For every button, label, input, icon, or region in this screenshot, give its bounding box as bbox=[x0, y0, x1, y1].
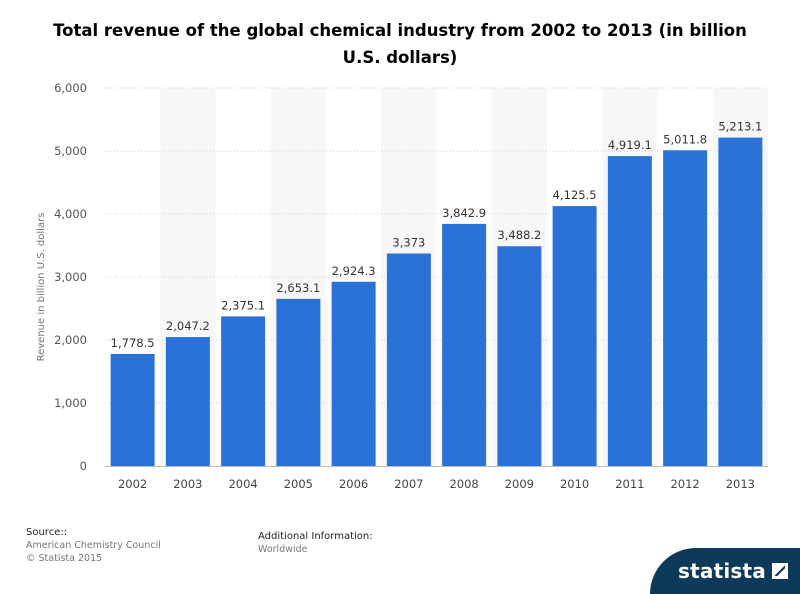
value-label: 1,778.5 bbox=[111, 336, 155, 350]
y-tick-label: 3,000 bbox=[54, 270, 87, 284]
y-tick-label: 6,000 bbox=[54, 81, 87, 95]
value-label: 4,919.1 bbox=[608, 138, 652, 152]
value-label: 5,213.1 bbox=[718, 120, 762, 134]
x-tick-label: 2009 bbox=[505, 477, 534, 491]
value-label: 5,011.8 bbox=[663, 132, 707, 146]
source-line-2: © Statista 2015 bbox=[26, 553, 103, 564]
bar-2010 bbox=[552, 206, 597, 466]
additional-info-block: Additional Information: Worldwide bbox=[258, 530, 373, 556]
value-label: 2,653.1 bbox=[276, 281, 320, 295]
value-label: 3,488.2 bbox=[497, 228, 541, 242]
x-tick-label: 2006 bbox=[339, 477, 368, 491]
statista-mark-icon bbox=[772, 563, 788, 579]
x-tick-label: 2004 bbox=[228, 477, 257, 491]
additional-info-value: Worldwide bbox=[258, 544, 308, 555]
value-label: 2,047.2 bbox=[166, 319, 210, 333]
bar-2012 bbox=[663, 150, 708, 467]
bar-2005 bbox=[276, 298, 321, 466]
bar-2011 bbox=[607, 156, 652, 467]
x-tick-label: 2008 bbox=[449, 477, 478, 491]
value-label: 3,842.9 bbox=[442, 206, 486, 220]
additional-info-heading: Additional Information: bbox=[258, 531, 373, 542]
chart-title: Total revenue of the global chemical ind… bbox=[53, 21, 747, 67]
x-tick-label: 2003 bbox=[173, 477, 202, 491]
x-tick-label: 2013 bbox=[726, 477, 755, 491]
y-tick-label: 0 bbox=[80, 459, 87, 473]
y-tick-label: 5,000 bbox=[54, 144, 87, 158]
bar-2008 bbox=[442, 223, 487, 466]
bar-2002 bbox=[110, 353, 155, 466]
x-tick-label: 2007 bbox=[394, 477, 423, 491]
bar-2007 bbox=[386, 253, 431, 466]
value-label: 2,375.1 bbox=[221, 298, 265, 312]
y-axis-title: Revenue in billion U.S. dollars bbox=[36, 213, 47, 362]
value-label: 4,125.5 bbox=[553, 188, 597, 202]
x-tick-label: 2002 bbox=[118, 477, 147, 491]
y-tick-label: 4,000 bbox=[54, 207, 87, 221]
x-tick-label: 2010 bbox=[560, 477, 589, 491]
x-tick-label: 2012 bbox=[670, 477, 699, 491]
source-line-1: American Chemistry Council bbox=[26, 540, 161, 551]
bar-2009 bbox=[497, 246, 542, 466]
x-tick-label: 2005 bbox=[284, 477, 313, 491]
source-heading: Source:: bbox=[26, 527, 68, 538]
bar-2003 bbox=[165, 337, 210, 466]
logo-text: statista bbox=[678, 559, 766, 583]
bar-2004 bbox=[221, 316, 266, 466]
y-tick-label: 2,000 bbox=[54, 333, 87, 347]
statista-logo[interactable]: statista bbox=[650, 548, 800, 594]
bar-2006 bbox=[331, 281, 376, 466]
x-tick-label: 2011 bbox=[615, 477, 644, 491]
value-label: 3,373 bbox=[392, 236, 425, 250]
y-tick-label: 1,000 bbox=[54, 396, 87, 410]
value-label: 2,924.3 bbox=[332, 264, 376, 278]
bar-2013 bbox=[718, 137, 763, 466]
source-block: Source:: American Chemistry Council © St… bbox=[26, 526, 161, 565]
